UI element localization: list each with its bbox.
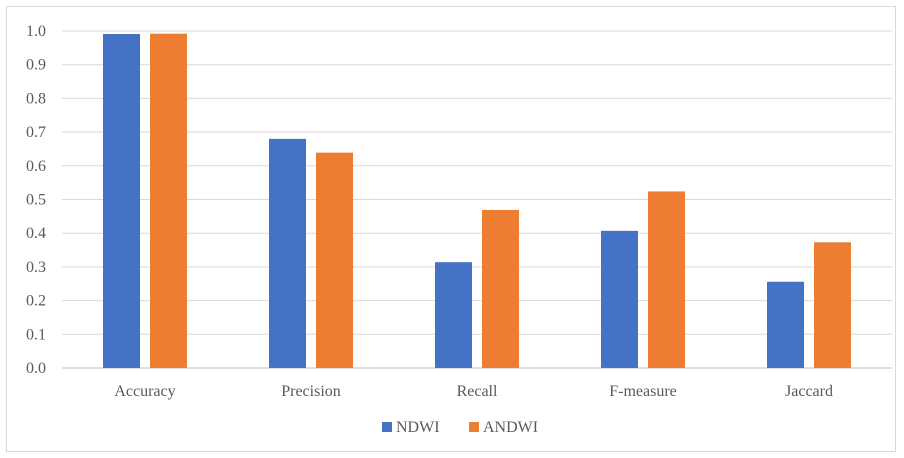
legend-label-ndwi: NDWI [396,419,440,436]
bar-ndwi-jaccard [767,281,804,368]
bar-andwi-precision [316,152,353,368]
x-category-label: Accuracy [114,383,175,400]
legend-swatch-ndwi [382,422,392,432]
gridlines [62,30,892,369]
bar-andwi-recall [482,209,519,368]
y-tick-label: 0.2 [26,293,46,310]
x-category-label: F-measure [609,383,677,400]
bars [103,33,851,369]
y-tick-label: 0.3 [26,259,46,276]
y-tick-label: 0.4 [26,225,46,242]
x-category-label: Jaccard [785,383,833,400]
y-tick-label: 0.5 [26,192,46,209]
x-axis-category-labels: Accuracy Precision Recall F-measure Jaccard [114,383,833,400]
y-tick-label: 0.8 [26,90,46,107]
legend: NDWI ANDWI [382,419,538,436]
bar-ndwi-f-measure [601,230,638,368]
y-tick-label: 0.6 [26,158,46,175]
y-tick-label: 1.0 [26,23,46,40]
legend-label-andwi: ANDWI [483,419,538,436]
legend-swatch-andwi [469,422,479,432]
bar-andwi-accuracy [150,33,187,369]
y-tick-label: 0.0 [26,360,46,377]
y-tick-label: 0.1 [26,326,46,343]
y-tick-label: 0.7 [26,124,46,141]
bar-ndwi-accuracy [103,34,140,369]
x-category-label: Recall [457,383,498,400]
y-tick-label: 0.9 [26,57,46,74]
bar-ndwi-precision [269,138,306,368]
x-category-label: Precision [281,383,341,400]
bar-ndwi-recall [435,262,472,368]
bar-andwi-f-measure [648,191,685,368]
y-axis-tick-labels: 0.0 0.1 0.2 0.3 0.4 0.5 0.6 0.7 0.8 0.9 1.0 [26,23,46,377]
bar-andwi-jaccard [814,242,851,368]
